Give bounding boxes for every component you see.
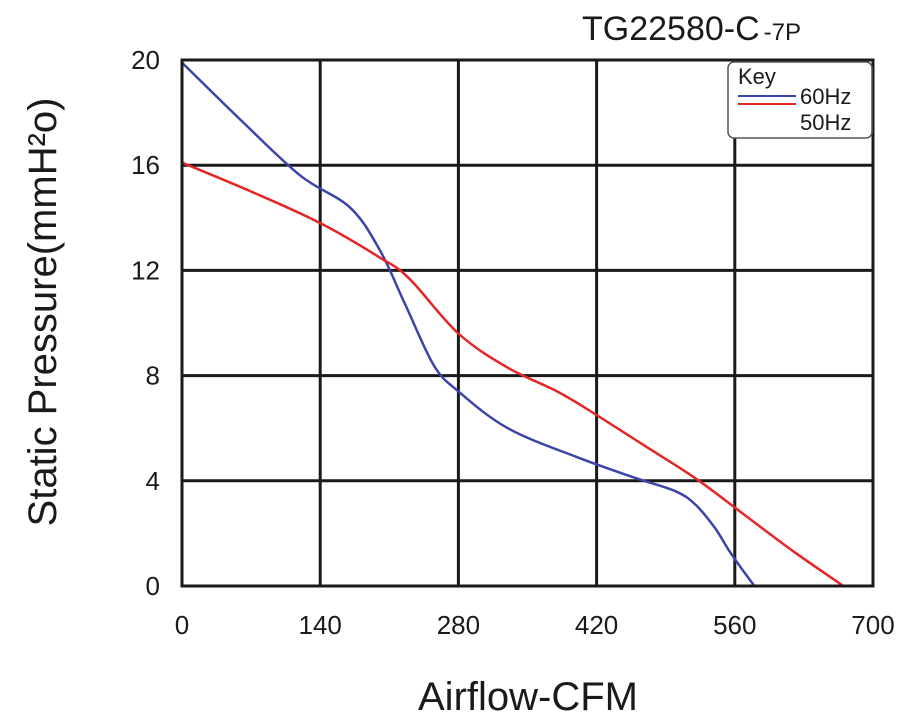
y-tick-label: 16 [131,150,160,180]
x-axis-label: Airflow-CFM [418,675,638,719]
legend-label-50hz: 50Hz [800,110,851,135]
tick-labels: 0 140 280 420 560 700 0 4 8 12 16 20 [131,45,895,640]
legend-title: Key [738,64,776,89]
legend: Key 60Hz 50Hz [727,61,873,139]
y-tick-label: 4 [146,466,160,496]
legend-label-60hz: 60Hz [800,84,851,109]
y-tick-label: 20 [131,45,160,75]
chart-title: TG22580-C -7P [582,10,801,48]
x-tick-label: 560 [713,610,756,640]
plot-border [180,58,875,588]
x-tick-label: 280 [437,610,480,640]
legend-box [727,61,873,139]
y-tick-label: 0 [146,571,160,601]
y-axis-label: Static Pressure(mmH²o) [21,98,65,527]
y-tick-label: 12 [131,255,160,285]
x-tick-label: 140 [299,610,342,640]
grid [180,58,875,588]
x-tick-label: 420 [575,610,618,640]
y-tick-label: 8 [146,361,160,391]
series-line-50hz [180,161,845,588]
chart-title-suffix: -7P [764,19,801,46]
x-tick-label: 0 [175,610,189,640]
series-line-60hz [180,61,756,588]
chart-title-main: TG22580-C [582,10,760,48]
series-lines [180,61,845,588]
x-tick-label: 700 [851,610,894,640]
